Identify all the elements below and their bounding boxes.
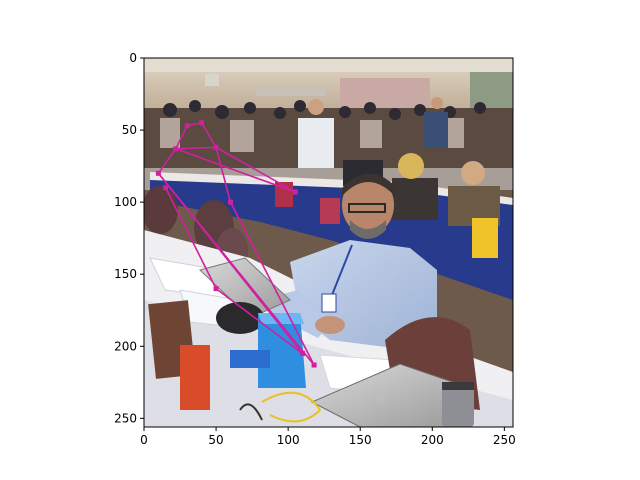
- keypoint-overlay: [155, 120, 317, 368]
- photo: [144, 58, 513, 427]
- y-tick-label: 200: [114, 339, 137, 353]
- keypoint-marker: [213, 286, 219, 292]
- skeleton-edge: [164, 187, 217, 289]
- keypoint-marker: [173, 146, 179, 152]
- y-tick-label: 50: [122, 123, 137, 137]
- skeleton-edge: [215, 146, 296, 193]
- x-tick-label: 200: [421, 433, 444, 447]
- skeleton-edge: [229, 201, 315, 366]
- x-axis: 0 50 100 150 200 250: [140, 427, 516, 447]
- skeleton-edge: [157, 172, 315, 366]
- y-tick-label: 150: [114, 267, 137, 281]
- keypoint-marker: [227, 199, 233, 205]
- y-axis: 0 50 100 150 200 250: [114, 51, 144, 425]
- keypoint-marker: [300, 350, 306, 356]
- x-tick-label: 50: [208, 433, 223, 447]
- x-tick-label: 150: [349, 433, 372, 447]
- keypoint-marker: [155, 170, 161, 176]
- skeleton-edge: [157, 148, 177, 174]
- y-tick-label: 250: [114, 411, 137, 425]
- skeleton-edge: [215, 147, 232, 203]
- skeleton-edge: [174, 125, 188, 150]
- keypoint-marker: [184, 123, 190, 129]
- axes-frame: [143, 57, 514, 428]
- y-tick-label: 100: [114, 195, 137, 209]
- y-tick-label: 0: [129, 51, 137, 65]
- skeleton-edge: [215, 287, 304, 355]
- keypoint-marker: [213, 144, 219, 150]
- keypoint-marker: [311, 362, 317, 368]
- x-tick-label: 100: [277, 433, 300, 447]
- skeleton-edge: [175, 148, 296, 193]
- x-tick-label: 0: [140, 433, 148, 447]
- skeleton-edge: [200, 122, 217, 148]
- keypoint-marker: [199, 120, 205, 126]
- x-tick-label: 250: [493, 433, 516, 447]
- keypoint-marker: [163, 185, 169, 191]
- skeleton-edge: [175, 146, 217, 150]
- keypoint-marker: [292, 189, 298, 195]
